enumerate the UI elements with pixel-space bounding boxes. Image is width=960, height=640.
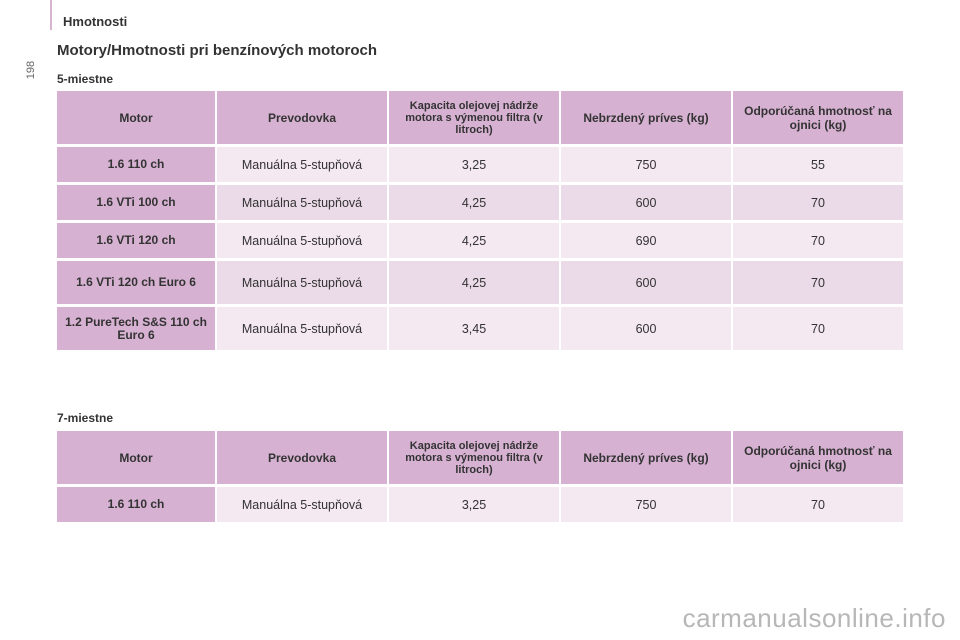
cell-oil: 3,45 [389,307,559,353]
table-row: 1.2 PureTech S&S 110 ch Euro 6 Manuálna … [57,307,903,353]
table-5-seat: Motor Prevodovka Kapacita olejovej nádrž… [55,91,905,353]
table-row: 1.6 VTi 100 ch Manuálna 5-stupňová 4,25 … [57,185,903,223]
header-motor: Motor [57,431,215,487]
table-row: 1.6 110 ch Manuálna 5-stupňová 3,25 750 … [57,487,903,525]
page-number: 198 [25,60,37,80]
table-row: 1.6 VTi 120 ch Manuálna 5-stupňová 4,25 … [57,223,903,261]
cell-trailer: 750 [561,147,731,185]
cell-gearbox: Manuálna 5-stupňová [217,487,387,525]
cell-motor: 1.6 VTi 120 ch [57,223,215,261]
table-row: 1.6 VTi 120 ch Euro 6 Manuálna 5-stupňov… [57,261,903,307]
cell-oil: 3,25 [389,487,559,525]
section-marker-line [50,0,52,30]
header-motor: Motor [57,91,215,147]
cell-oil: 3,25 [389,147,559,185]
cell-gearbox: Manuálna 5-stupňová [217,307,387,353]
header-nose-weight: Odporúčaná hmotnosť na ojnici (kg) [733,91,903,147]
cell-oil: 4,25 [389,223,559,261]
cell-motor: 1.6 VTi 100 ch [57,185,215,223]
table-7-subtitle: 7-miestne [57,411,114,425]
cell-motor: 1.6 VTi 120 ch Euro 6 [57,261,215,307]
table-7-seat: Motor Prevodovka Kapacita olejovej nádrž… [55,431,905,525]
cell-gearbox: Manuálna 5-stupňová [217,261,387,307]
header-gearbox: Prevodovka [217,91,387,147]
watermark: carmanualsonline.info [682,603,946,633]
table-header-row: Motor Prevodovka Kapacita olejovej nádrž… [57,431,903,487]
cell-motor: 1.2 PureTech S&S 110 ch Euro 6 [57,307,215,353]
table-row: 1.6 110 ch Manuálna 5-stupňová 3,25 750 … [57,147,903,185]
cell-gearbox: Manuálna 5-stupňová [217,147,387,185]
page-heading: Motory/Hmotnosti pri benzínových motoroc… [57,42,378,59]
cell-trailer: 600 [561,307,731,353]
cell-gearbox: Manuálna 5-stupňová [217,185,387,223]
cell-trailer: 600 [561,185,731,223]
cell-gearbox: Manuálna 5-stupňová [217,223,387,261]
table-header-row: Motor Prevodovka Kapacita olejovej nádrž… [57,91,903,147]
cell-nose: 70 [733,223,903,261]
section-title: Hmotnosti [63,14,128,29]
table-5-subtitle: 5-miestne [57,72,114,86]
header-gearbox: Prevodovka [217,431,387,487]
cell-nose: 55 [733,147,903,185]
cell-trailer: 690 [561,223,731,261]
cell-nose: 70 [733,185,903,223]
header-trailer: Nebrzdený príves (kg) [561,91,731,147]
cell-motor: 1.6 110 ch [57,147,215,185]
cell-oil: 4,25 [389,261,559,307]
cell-nose: 70 [733,261,903,307]
header-nose-weight: Odporúčaná hmotnosť na ojnici (kg) [733,431,903,487]
cell-trailer: 750 [561,487,731,525]
cell-motor: 1.6 110 ch [57,487,215,525]
cell-nose: 70 [733,307,903,353]
header-trailer: Nebrzdený príves (kg) [561,431,731,487]
cell-oil: 4,25 [389,185,559,223]
cell-nose: 70 [733,487,903,525]
cell-trailer: 600 [561,261,731,307]
header-oil-capacity: Kapacita olejovej nádrže motora s výmeno… [389,431,559,487]
header-oil-capacity: Kapacita olejovej nádrže motora s výmeno… [389,91,559,147]
